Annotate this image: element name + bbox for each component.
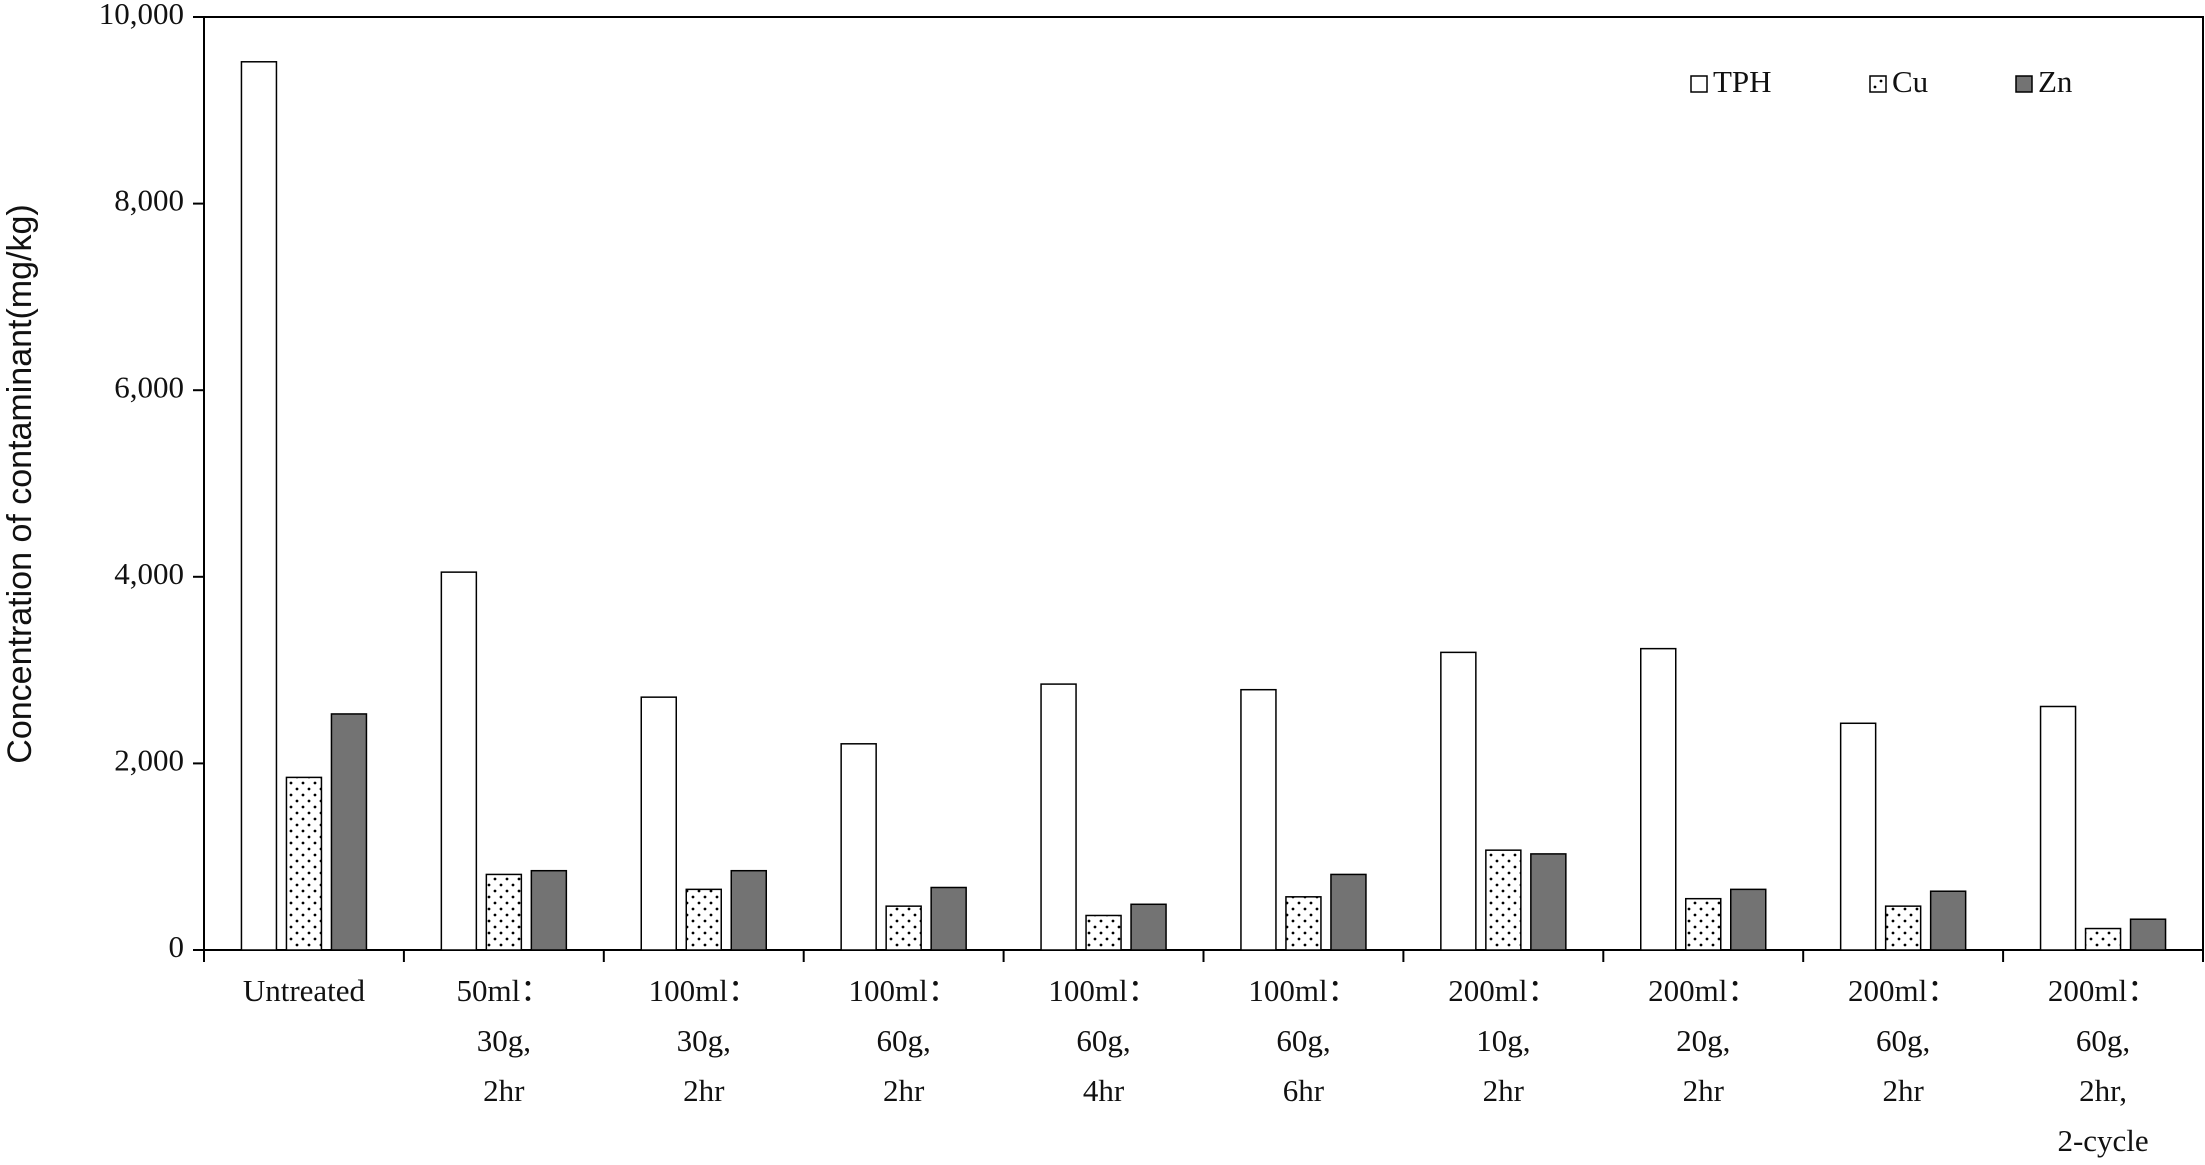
y-axis-label: Concentration of contaminant(mg/kg) — [1, 204, 39, 763]
bar — [1929, 890, 1967, 951]
bar — [2129, 918, 2167, 951]
bar — [330, 713, 368, 951]
x-tick-label: 2hr — [683, 1073, 725, 1108]
bar — [685, 888, 722, 951]
x-tick-label: 60g, — [877, 1023, 931, 1058]
bar — [1085, 914, 1122, 951]
bar — [1330, 873, 1367, 951]
x-tick-label: 2hr — [483, 1073, 525, 1108]
x-tick-label: 6hr — [1283, 1073, 1325, 1108]
bar — [730, 869, 767, 951]
x-tick-label: 10g, — [1476, 1023, 1530, 1058]
bar — [930, 886, 967, 951]
x-tick-label: 60g, — [1076, 1023, 1130, 1058]
bar — [840, 743, 877, 951]
x-tick-label: 100ml： — [849, 973, 959, 1008]
y-tick-label: 4,000 — [114, 556, 184, 591]
y-tick-label: 6,000 — [114, 369, 184, 404]
bar — [1530, 853, 1567, 951]
bar — [1440, 651, 1477, 951]
x-tick-label: 60g, — [2076, 1023, 2130, 1058]
y-tick-label: 2,000 — [114, 743, 184, 778]
x-tick-label: 100ml： — [1248, 973, 1358, 1008]
x-tick-label: 2hr — [1483, 1073, 1525, 1108]
legend-swatch — [1690, 75, 1708, 93]
bar — [530, 869, 568, 951]
bar — [1040, 683, 1077, 951]
bar — [1130, 903, 1167, 951]
x-tick-label: 4hr — [1083, 1073, 1125, 1108]
x-tick-label: Untreated — [243, 973, 366, 1008]
y-tick-label: 0 — [169, 929, 185, 964]
x-tick-label: 200ml： — [1648, 973, 1758, 1008]
bar — [885, 905, 922, 951]
x-tick-label: 100ml： — [649, 973, 759, 1008]
bar — [1730, 888, 1767, 951]
bar — [1685, 897, 1722, 951]
x-tick-label: 2hr — [1882, 1073, 1924, 1108]
x-tick-label: 30g, — [677, 1023, 731, 1058]
x-tick-label: 60g, — [1276, 1023, 1330, 1058]
bar — [2039, 705, 2077, 951]
bar — [1839, 722, 1877, 951]
x-tick-label: 2hr — [883, 1073, 925, 1108]
legend-swatch — [1869, 75, 1887, 93]
legend-label: Zn — [2038, 64, 2073, 99]
bar — [1640, 647, 1677, 951]
x-tick-label: 2hr — [1683, 1073, 1725, 1108]
x-tick-label: 100ml： — [1048, 973, 1158, 1008]
x-tick-label: 2hr, — [2079, 1073, 2127, 1108]
bar — [1485, 849, 1522, 951]
bar — [640, 696, 677, 951]
bar — [285, 776, 323, 951]
x-tick-label: 200ml： — [1448, 973, 1558, 1008]
x-tick-label: 200ml： — [2048, 973, 2158, 1008]
bar — [1285, 896, 1322, 951]
bar — [2084, 927, 2122, 951]
bar — [485, 873, 523, 951]
x-tick-label: 50ml： — [456, 973, 551, 1008]
y-tick-label: 8,000 — [114, 183, 184, 218]
bar — [1240, 688, 1277, 951]
bar — [240, 61, 278, 951]
y-tick-label: 10,000 — [99, 0, 184, 31]
x-tick-label: 200ml： — [1848, 973, 1958, 1008]
x-tick-label: 60g, — [1876, 1023, 1930, 1058]
legend-label: TPH — [1713, 64, 1772, 99]
legend-label: Cu — [1892, 64, 1928, 99]
x-tick-label: 30g, — [477, 1023, 531, 1058]
bar — [440, 571, 478, 951]
x-tick-label: 2-cycle — [2057, 1123, 2148, 1158]
x-tick-label: 20g, — [1676, 1023, 1730, 1058]
plot-frame — [203, 16, 2204, 951]
bar — [1884, 905, 1922, 951]
legend-swatch — [2015, 75, 2033, 93]
